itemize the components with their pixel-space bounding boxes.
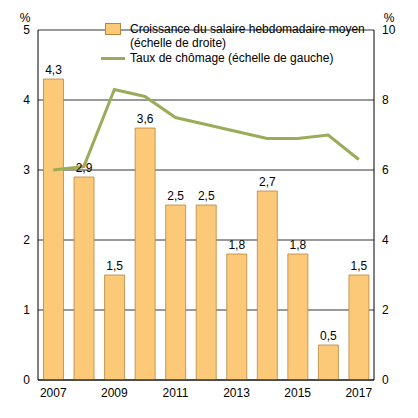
svg-text:1,8: 1,8 bbox=[290, 238, 307, 252]
svg-text:1,5: 1,5 bbox=[351, 259, 368, 273]
svg-text:1,8: 1,8 bbox=[228, 238, 245, 252]
svg-text:4: 4 bbox=[382, 233, 389, 247]
svg-text:5: 5 bbox=[23, 23, 30, 37]
svg-text:%: % bbox=[384, 11, 395, 25]
svg-text:0: 0 bbox=[23, 373, 30, 387]
svg-text:2017: 2017 bbox=[345, 386, 372, 400]
svg-text:2,9: 2,9 bbox=[76, 161, 93, 175]
svg-text:2,5: 2,5 bbox=[167, 189, 184, 203]
html-text:Taux de chômage (échelle de ga: Taux de chômage (échelle de gauche) bbox=[130, 51, 334, 65]
svg-text:2015: 2015 bbox=[284, 386, 311, 400]
svg-text:2013: 2013 bbox=[223, 386, 250, 400]
svg-text:0,5: 0,5 bbox=[320, 329, 337, 343]
svg-text:%: % bbox=[20, 11, 31, 25]
svg-text:1: 1 bbox=[23, 303, 30, 317]
svg-text:3,6: 3,6 bbox=[137, 112, 154, 126]
html-text:Croissance du salaire hebdomad: Croissance du salaire hebdomadaire moyen… bbox=[130, 22, 365, 50]
svg-text:8: 8 bbox=[382, 93, 389, 107]
svg-text:2,5: 2,5 bbox=[198, 189, 215, 203]
svg-text:2: 2 bbox=[382, 303, 389, 317]
svg-text:2,7: 2,7 bbox=[259, 175, 276, 189]
svg-text:10: 10 bbox=[382, 23, 396, 37]
svg-text:3: 3 bbox=[23, 163, 30, 177]
svg-text:4,3: 4,3 bbox=[45, 63, 62, 77]
svg-text:2007: 2007 bbox=[40, 386, 67, 400]
svg-text:1,5: 1,5 bbox=[106, 259, 123, 273]
svg-text:0: 0 bbox=[382, 373, 389, 387]
svg-text:6: 6 bbox=[382, 163, 389, 177]
svg-text:4: 4 bbox=[23, 93, 30, 107]
svg-text:2009: 2009 bbox=[101, 386, 128, 400]
svg-text:2: 2 bbox=[23, 233, 30, 247]
svg-text:2011: 2011 bbox=[163, 386, 189, 400]
